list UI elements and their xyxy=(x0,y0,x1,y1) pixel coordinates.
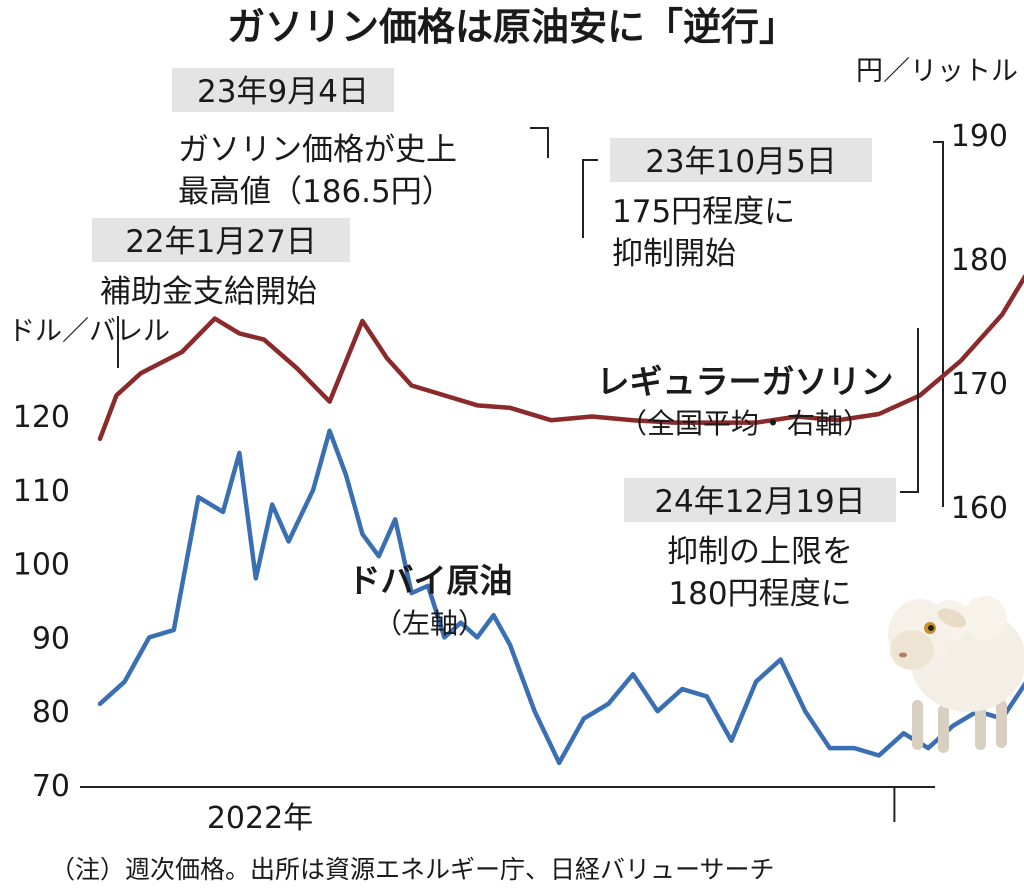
axes: 2022年2324708090100110120160170180190 xyxy=(13,119,1008,836)
left-y-tick-label: 90 xyxy=(32,621,70,656)
annotation-date-box xyxy=(172,68,394,112)
chart-title: ガソリン価格は原油安に「逆行」 xyxy=(227,5,797,49)
annotation-text: 補助金支給開始 xyxy=(100,274,317,310)
series-line xyxy=(97,428,1024,766)
left-y-tick-label: 110 xyxy=(13,474,70,509)
sheep-illustration xyxy=(888,596,1024,753)
oil-series-sublabel: （左軸） xyxy=(374,607,486,640)
gasoline-series-sublabel: （全国平均・右軸） xyxy=(619,407,871,440)
oil-series-label: ドバイ原油 xyxy=(348,561,513,600)
annotation-date-box xyxy=(610,138,872,182)
gasoline-series xyxy=(97,273,1024,442)
annotation-date: 24年12月19日 xyxy=(654,484,865,520)
annotation-text: 180円程度に xyxy=(668,576,851,612)
annotation-date-box xyxy=(624,478,896,522)
right-axis-line xyxy=(933,141,944,507)
dubai-oil-series xyxy=(97,428,1024,766)
right-y-tick-label: 190 xyxy=(951,119,1008,154)
annotation-date: 22年1月27日 xyxy=(125,224,317,260)
annotation-text: 175円程度に xyxy=(612,194,795,230)
left-y-tick-label: 70 xyxy=(32,769,70,804)
right-axis-unit: 円／リットル xyxy=(856,56,1018,87)
source-note: （注）週次価格。出所は資源エネルギー庁、日経バリューサーチ xyxy=(50,855,775,884)
annotation-text: 最高値（186.5円） xyxy=(178,174,453,210)
annotation-leader xyxy=(582,159,598,238)
left-y-tick-label: 80 xyxy=(32,695,70,730)
right-y-tick-label: 160 xyxy=(951,491,1008,526)
left-y-tick-label: 100 xyxy=(13,548,70,583)
left-axis-unit: ドル／バレル xyxy=(8,316,170,347)
right-y-tick-label: 170 xyxy=(951,367,1008,402)
left-y-tick-label: 120 xyxy=(13,400,70,435)
annotation-leader xyxy=(900,328,919,493)
annotation-leader xyxy=(530,127,549,158)
annotation-text: ガソリン価格が史上 xyxy=(178,132,457,168)
annotation-text: 抑制の上限を xyxy=(667,534,853,570)
annotation-date: 23年10月5日 xyxy=(645,144,837,180)
series-line xyxy=(97,273,1024,442)
x-tick-label: 2022年 xyxy=(207,801,313,836)
right-y-tick-label: 180 xyxy=(951,243,1008,278)
gasoline-series-label: レギュラーガソリン xyxy=(597,362,894,401)
annotation-text: 抑制開始 xyxy=(612,236,736,272)
annotation-date: 23年9月4日 xyxy=(197,74,369,110)
annotation-date-box xyxy=(92,218,350,262)
